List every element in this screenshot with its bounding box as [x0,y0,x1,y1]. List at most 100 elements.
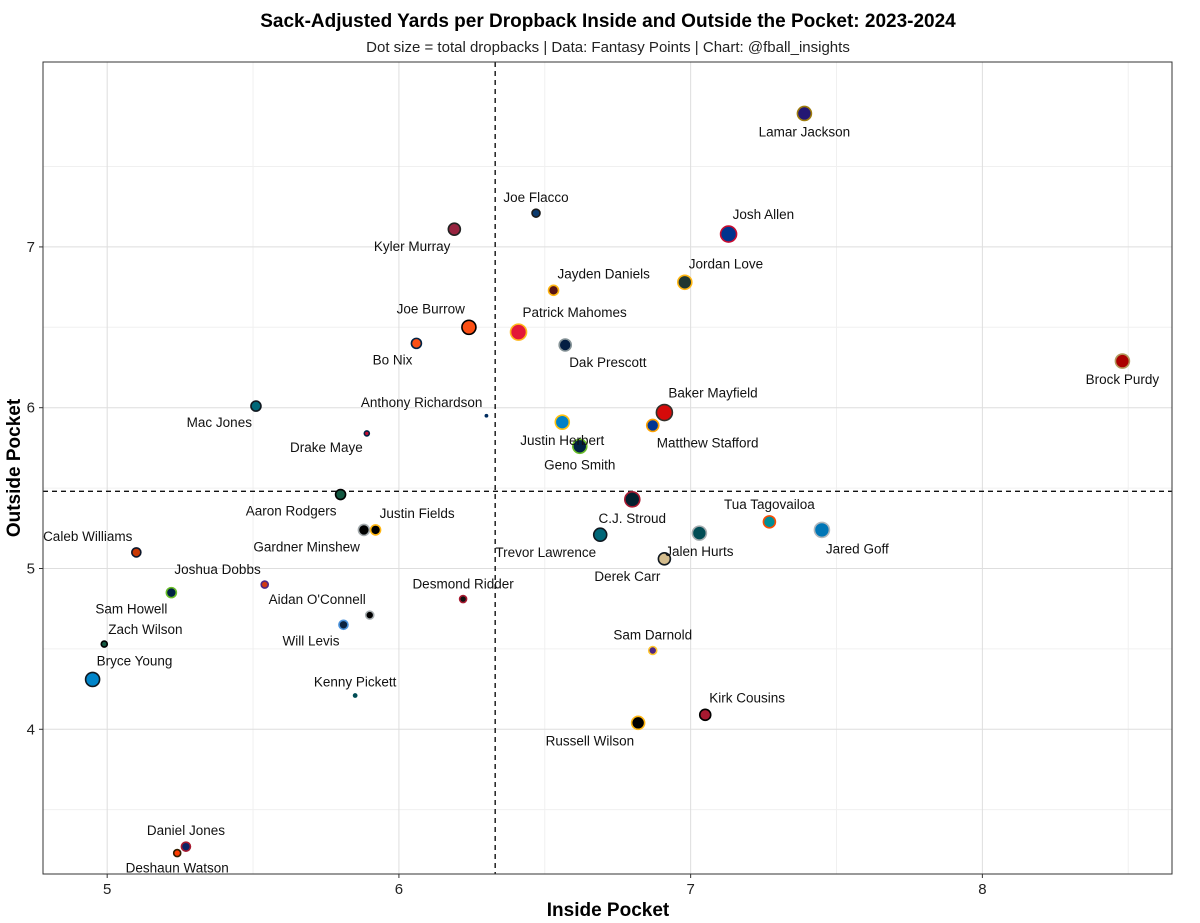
point-label: Justin Fields [380,506,455,521]
point-label: Jalen Hurts [665,544,734,559]
point-labels: Lamar Jackson Joe Flacco Kyler Murray Josh … [43,124,1159,875]
point-label: Jayden Daniels [558,266,651,281]
data-point [369,524,382,536]
point-label: Desmond Ridder [412,577,514,592]
point-label: Josh Allen [733,207,795,222]
point-label: Will Levis [282,633,339,648]
data-point [547,284,560,297]
point-label: Patrick Mahomes [523,305,628,320]
x-axis-title: Inside Pocket [547,900,670,921]
point-label: C.J. Stroud [599,511,667,526]
data-point [630,715,646,731]
point-label: Bryce Young [97,653,173,668]
y-tick-label: 4 [27,721,35,738]
data-point [623,491,641,508]
point-label: Kyler Murray [374,239,451,254]
data-point [657,552,672,566]
data-points [84,105,1131,858]
point-label: Baker Mayfield [668,386,757,401]
data-point [447,222,462,237]
point-label: Joshua Dobbs [174,562,261,577]
chart-title: Sack-Adjusted Yards per Dropback Inside … [260,11,956,32]
point-label: Zach Wilson [108,622,182,637]
data-point [571,438,588,455]
point-label: Kirk Cousins [709,690,785,705]
data-point [796,105,813,122]
data-point [592,527,608,543]
y-tick-label: 5 [27,560,35,577]
data-point [84,671,101,688]
point-label: Justin Herbert [520,433,604,448]
data-point [334,488,347,501]
x-tick-label: 6 [395,881,403,898]
data-point [458,594,468,604]
point-label: Joe Flacco [503,190,568,205]
point-label: Derek Carr [594,569,661,584]
reference-lines [43,62,1172,874]
grid-lines [43,62,1172,874]
data-point [338,619,349,631]
data-point [762,515,777,529]
point-label: Russell Wilson [546,733,635,748]
point-label: Geno Smith [544,457,615,472]
chart-subtitle: Dot size = total dropbacks | Data: Fanta… [366,39,850,56]
data-point [250,400,262,412]
point-label: Dak Prescott [569,355,647,370]
data-point [165,586,178,599]
x-tick-label: 7 [686,881,694,898]
data-point [461,319,477,336]
data-point [131,547,142,558]
data-point [813,521,831,539]
data-point [260,580,270,589]
point-label: Gardner Minshew [253,539,360,554]
point-label: Daniel Jones [147,823,225,838]
data-point [172,848,182,858]
point-label: Jordan Love [689,256,763,271]
point-label: Brock Purdy [1086,372,1160,387]
data-point [357,523,371,537]
y-axis-title: Outside Pocket [4,398,25,537]
point-label: Sam Howell [95,602,167,617]
point-label: Drake Maye [290,440,363,455]
data-point [677,274,693,291]
point-label: Caleb Williams [43,529,133,544]
data-point [100,640,109,648]
point-label: Mac Jones [187,415,253,430]
data-point [1114,353,1131,369]
data-point [180,841,192,852]
point-label: Lamar Jackson [759,124,851,139]
point-label: Kenny Pickett [314,675,397,690]
data-point [509,323,528,341]
data-point [698,708,712,722]
data-point [645,418,660,433]
data-point [719,225,738,243]
axis-ticks: 5 6 7 8 4 5 6 7 [27,239,987,898]
x-tick-label: 5 [103,881,111,898]
data-point [558,338,572,352]
data-point [364,610,375,620]
y-tick-label: 7 [27,239,35,256]
point-label: Jared Goff [826,541,889,556]
data-point [531,208,541,218]
x-tick-label: 8 [978,881,986,898]
point-label: Joe Burrow [397,301,466,316]
point-label: Anthony Richardson [361,395,483,410]
data-point [647,645,658,656]
point-label: Tua Tagovailoa [724,497,815,512]
plot-panel [42,61,1173,875]
data-point [363,430,371,437]
point-label: Deshaun Watson [126,861,229,876]
data-point [655,403,674,422]
y-tick-label: 6 [27,400,35,417]
point-label: Sam Darnold [613,627,692,642]
point-label: Bo Nix [373,352,413,367]
data-point [554,414,571,430]
data-point [352,693,358,698]
data-point [484,413,489,418]
data-point [691,525,708,541]
point-label: Trevor Lawrence [495,545,596,560]
point-label: Aidan O'Connell [269,592,366,607]
data-point [410,337,423,350]
point-label: Matthew Stafford [657,435,759,450]
